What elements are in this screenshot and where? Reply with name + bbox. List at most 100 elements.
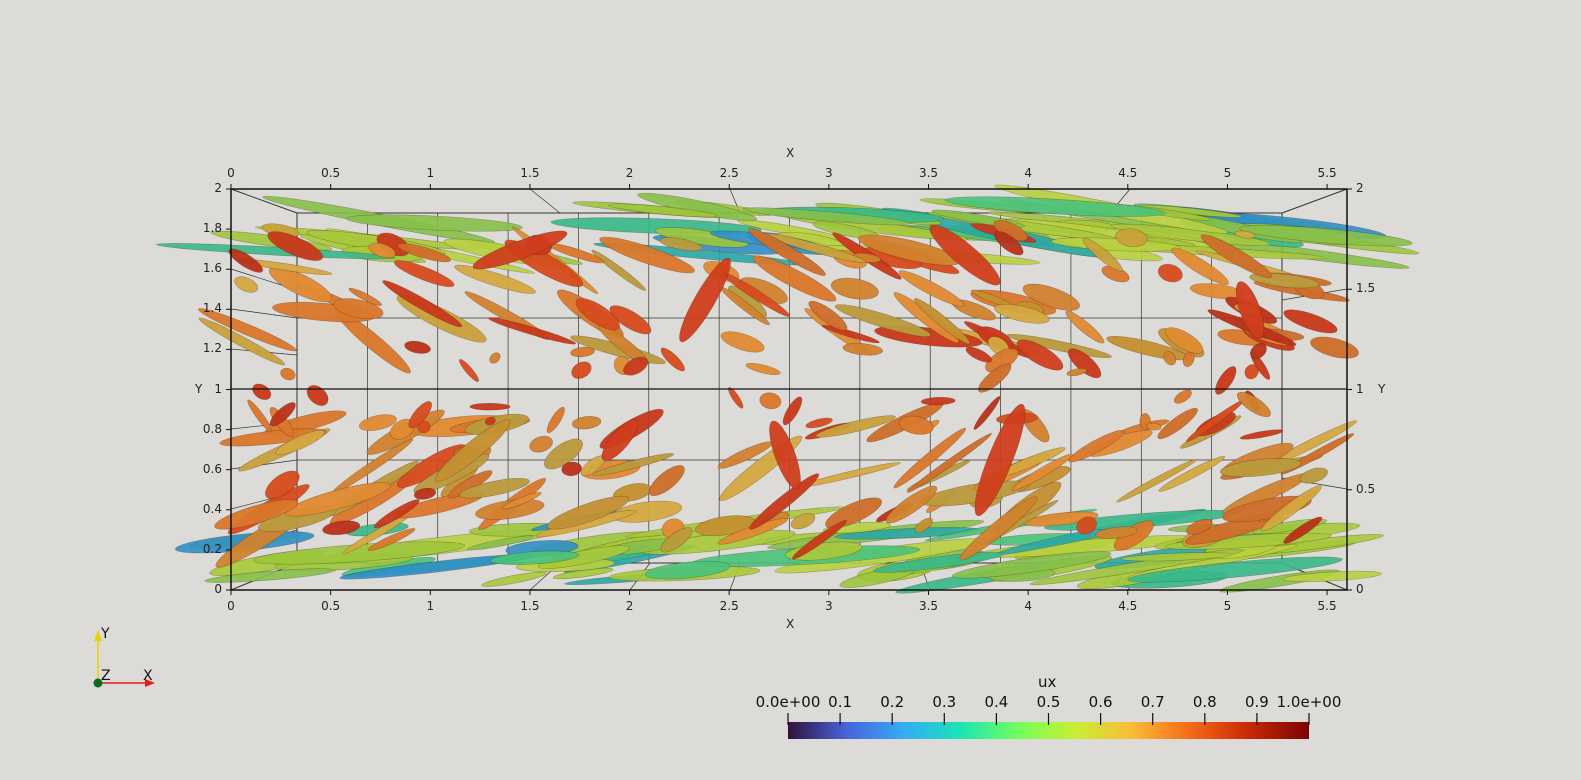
- isosurface-blob: [322, 520, 361, 536]
- isosurface-blob: [214, 499, 299, 530]
- isosurface-blob: [834, 304, 932, 337]
- isosurface-blob: [965, 346, 993, 363]
- isosurface-blob: [782, 396, 803, 426]
- isosurface-blob: [481, 571, 547, 587]
- x-tick-label: 2: [625, 599, 634, 613]
- grid-line: [1281, 188, 1348, 214]
- grid-line: [529, 188, 561, 214]
- isosurface-blob: [1016, 339, 1064, 371]
- isosurface-blob: [929, 224, 1001, 286]
- y-tick-label: 0.6: [202, 461, 222, 476]
- isosurface-blob: [821, 324, 880, 344]
- x-tick-label: 3.5: [918, 599, 939, 613]
- isosurface-blob: [1215, 366, 1237, 395]
- y-tick-label: 0: [214, 582, 222, 596]
- orientation-x-arrow-icon: [145, 679, 155, 687]
- colorbar-gradient: [788, 722, 1309, 739]
- isosurface-blob: [1200, 234, 1272, 279]
- isosurface-blob: [1182, 351, 1195, 367]
- isosurface-blob: [198, 308, 297, 352]
- isosurface-blob: [155, 243, 396, 260]
- isosurface-blob: [570, 346, 595, 358]
- y-tick-label: 1.4: [202, 301, 222, 316]
- isosurface-blob: [1006, 333, 1112, 359]
- isosurface-blob: [898, 415, 934, 435]
- isosurface-blob: [404, 340, 431, 354]
- colorbar-tick-label: 0.4: [984, 693, 1009, 711]
- x-tick-label: 4: [1024, 166, 1032, 180]
- y-tick-label: 2: [1356, 181, 1364, 195]
- isosurface-blob: [198, 317, 286, 366]
- x-tick-label: 1: [426, 166, 435, 180]
- x-tick-label: 0: [227, 166, 235, 180]
- isosurface-blob: [247, 399, 273, 433]
- isosurface-blob: [413, 487, 437, 500]
- isosurface-blob: [1157, 407, 1198, 440]
- x-tick-label: 5.5: [1317, 166, 1337, 180]
- isosurface-blob: [978, 363, 1012, 393]
- isosurface-blob: [529, 435, 553, 453]
- isosurface-blob: [546, 406, 565, 434]
- isosurface-blob: [808, 300, 848, 331]
- isosurface-blob: [749, 473, 820, 530]
- isosurface-blob: [1095, 526, 1139, 539]
- isosurface-blob: [333, 298, 384, 320]
- isosurface-blob: [648, 465, 685, 497]
- isosurface-blob: [1146, 422, 1162, 431]
- isosurface-blob: [252, 383, 272, 400]
- x-tick-label: 3: [825, 599, 833, 613]
- colorbar-tick-label: 0.0e+00: [755, 693, 821, 711]
- isosurface-blob: [1076, 516, 1097, 535]
- isosurface-blob: [394, 260, 455, 288]
- isosurface-blob: [1171, 247, 1229, 285]
- isosurface-blob: [472, 230, 568, 270]
- grid-line: [230, 308, 298, 319]
- colorbar-tick-label: 0.9: [1244, 693, 1269, 711]
- y-axis-title-left: Y: [195, 382, 203, 396]
- isosurface-blob: [489, 352, 501, 364]
- orientation-y-arrow-icon: [94, 630, 102, 641]
- isosurface-blob: [537, 545, 631, 569]
- isosurface-blob: [679, 257, 731, 343]
- isosurface-blob: [348, 287, 382, 306]
- isosurface-blob: [893, 427, 967, 489]
- isosurface-blob: [1239, 429, 1284, 440]
- y-tick-label: 0: [1356, 582, 1364, 596]
- isosurface-blob: [219, 428, 327, 447]
- x-tick-label: 4: [1024, 599, 1032, 613]
- x-tick-label: 5: [1223, 599, 1232, 613]
- isosurface-blob: [571, 361, 592, 379]
- isosurface-blob: [373, 499, 420, 529]
- isosurface-blob: [490, 550, 580, 565]
- isosurface-blob: [234, 276, 259, 293]
- orientation-axes[interactable]: [93, 630, 156, 688]
- x-tick-label: 0.5: [321, 599, 341, 613]
- isosurface-blob: [1283, 516, 1323, 544]
- colorbar-tick-label: 0.2: [880, 693, 905, 711]
- colorbar-ticks: [787, 713, 1310, 725]
- isosurface-blob: [1173, 389, 1192, 404]
- isosurface-blob: [951, 551, 1112, 579]
- colorbar-tick-label: 1.0e+00: [1276, 693, 1342, 711]
- isosurface-blob: [607, 203, 718, 218]
- y-tick-label: 0.4: [202, 501, 222, 516]
- y-tick-label: 1.8: [202, 221, 222, 236]
- isosurface-blob: [805, 417, 833, 429]
- x-tick-label: 3.5: [918, 166, 939, 180]
- x-tick-label: 0: [227, 599, 235, 613]
- isosurface-blob: [467, 535, 535, 551]
- isosurface-blob: [435, 419, 511, 482]
- isosurface-blob: [1165, 327, 1204, 354]
- isosurface-blob: [769, 420, 801, 490]
- isosurface-blob: [1250, 343, 1267, 359]
- isosurface-blob: [275, 429, 325, 456]
- isosurface-blob: [623, 356, 649, 376]
- isosurface-blob: [306, 385, 329, 406]
- isosurface-blob: [269, 402, 296, 427]
- isosurface-blob: [1157, 263, 1183, 283]
- y-tick-label: 1: [214, 381, 222, 396]
- y-tick-label: 1.6: [202, 261, 222, 276]
- x-tick-label: 4.5: [1118, 599, 1138, 613]
- isosurface-blob: [659, 237, 703, 252]
